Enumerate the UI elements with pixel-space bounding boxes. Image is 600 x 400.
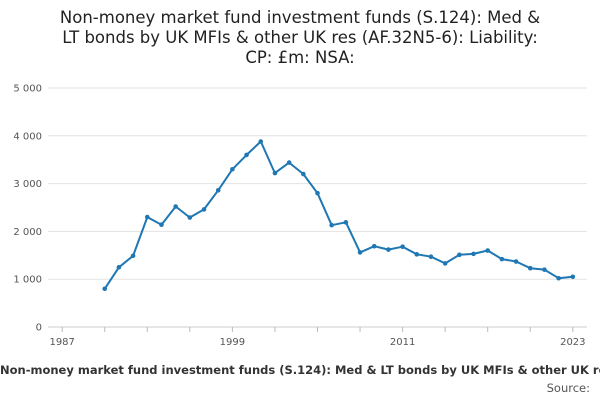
data-point[interactable] <box>527 265 533 271</box>
data-point[interactable] <box>386 247 391 252</box>
x-tick-label: 2011 <box>390 337 415 348</box>
y-tick-label: 4 000 <box>13 131 42 142</box>
data-point[interactable] <box>371 243 377 249</box>
data-point[interactable] <box>471 251 476 257</box>
data-point[interactable] <box>116 264 122 270</box>
data-point[interactable] <box>315 190 320 196</box>
data-point[interactable] <box>457 252 462 258</box>
data-point[interactable] <box>258 139 264 144</box>
data-point[interactable] <box>187 215 193 220</box>
source-label: Source: <box>546 381 590 395</box>
x-tick-label: 2023 <box>560 337 585 348</box>
data-point[interactable] <box>357 250 363 255</box>
y-tick-label: 1 000 <box>13 275 42 286</box>
data-point[interactable] <box>301 171 306 177</box>
data-point[interactable] <box>130 253 136 259</box>
y-tick-label: 0 <box>36 323 42 334</box>
data-point[interactable] <box>400 244 405 249</box>
x-axis <box>48 326 587 332</box>
y-axis-tick-labels: 0 1 000 2 000 3 000 4 000 5 000 <box>13 84 42 334</box>
data-point[interactable] <box>442 261 448 266</box>
data-point[interactable] <box>414 252 420 257</box>
data-point[interactable] <box>286 160 292 165</box>
data-point[interactable] <box>230 166 235 172</box>
data-point[interactable] <box>542 267 547 272</box>
data-point[interactable] <box>556 275 561 281</box>
chart-title-line-1: Non-money market fund investment funds (… <box>59 8 541 27</box>
data-point[interactable] <box>272 170 278 176</box>
data-point[interactable] <box>173 204 178 209</box>
data-point[interactable] <box>513 259 519 264</box>
data-point[interactable] <box>485 248 491 253</box>
data-point[interactable] <box>144 214 150 220</box>
data-point[interactable] <box>201 207 207 212</box>
data-series <box>102 139 576 292</box>
data-point[interactable] <box>244 152 249 158</box>
data-point[interactable] <box>102 286 108 292</box>
series-name-caption: Non-money market fund investment funds (… <box>0 363 600 377</box>
data-point[interactable] <box>159 222 164 228</box>
data-point[interactable] <box>499 256 505 262</box>
data-point[interactable] <box>570 274 576 280</box>
x-tick-label: 1999 <box>220 337 245 348</box>
grid-lines <box>48 87 587 280</box>
y-tick-label: 2 000 <box>13 227 42 238</box>
y-tick-label: 5 000 <box>13 84 42 95</box>
series-line <box>103 140 573 290</box>
x-tick-label: 1987 <box>49 337 74 348</box>
data-point[interactable] <box>329 222 334 228</box>
data-point[interactable] <box>428 254 434 260</box>
chart-title-line-3: CP: £m: NSA: <box>245 48 355 67</box>
data-point[interactable] <box>215 187 221 193</box>
chart-title: Non-money market fund investment funds (… <box>0 8 600 68</box>
chart-title-line-2: LT bonds by UK MFIs & other UK res (AF.3… <box>62 28 538 47</box>
y-tick-label: 3 000 <box>13 179 42 190</box>
data-point[interactable] <box>343 220 349 225</box>
x-axis-tick-labels: 1987 1999 2011 2023 <box>49 337 585 348</box>
